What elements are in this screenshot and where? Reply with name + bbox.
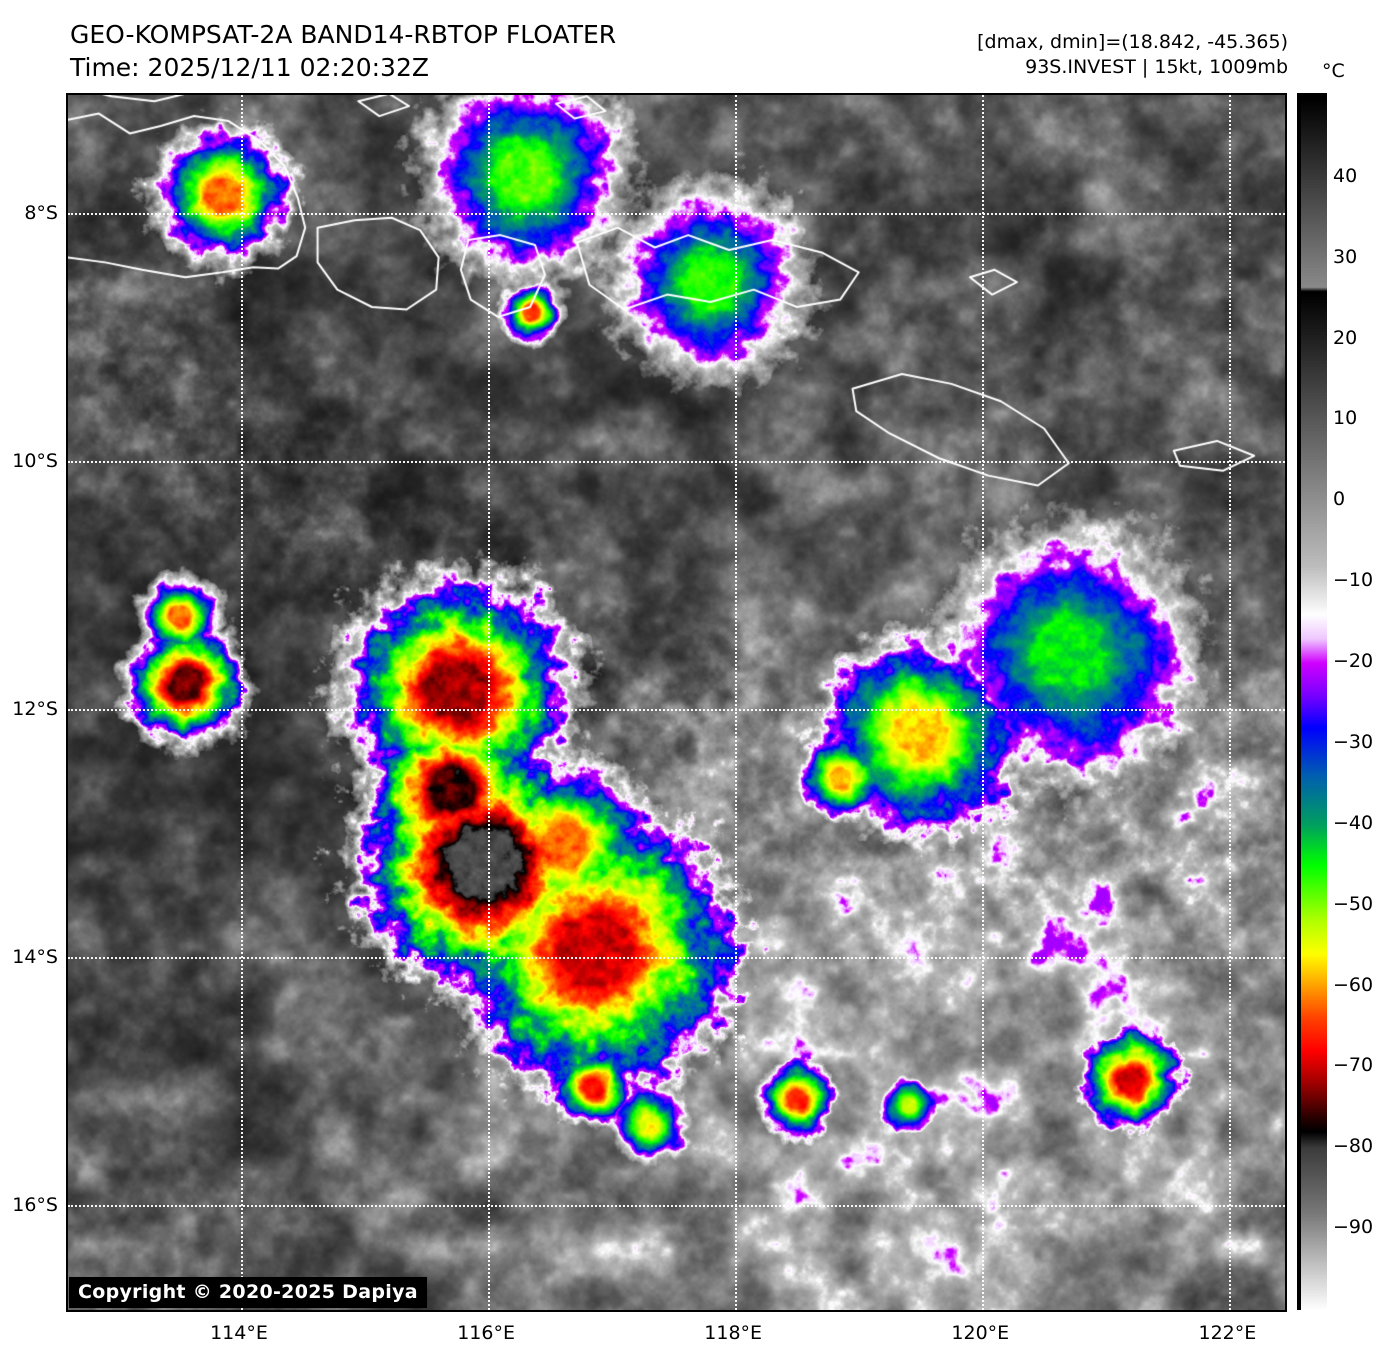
colorbar-tick-8: −40 [1333,811,1374,834]
storm-readout: 93S.INVEST | 15kt, 1009mb [1025,56,1288,78]
colorbar-tick-2: 20 [1333,326,1358,349]
lon-tick-1: 116°E [457,1322,515,1344]
lat-tick-2: 12°S [12,697,58,720]
colorbar-tick-9: −50 [1333,892,1374,915]
colorbar-tick-13: −90 [1333,1216,1374,1239]
colorbar-tick-11: −70 [1333,1054,1374,1077]
copyright-watermark: Copyright © 2020-2025 Dapiya [69,1277,427,1308]
lon-tick-3: 120°E [951,1322,1010,1344]
colorbar-tick-10: −60 [1333,973,1374,996]
timestamp: Time: 2025/12/11 02:20:32Z [70,53,429,82]
metadata-block: [dmax, dmin]=(18.842, -45.365) 93S.INVES… [977,30,1288,80]
gridline-lon-0 [240,95,243,1310]
gridline-lat-2 [68,708,1285,711]
gridline-lon-4 [1229,95,1232,1310]
colorbar-tick-5: −10 [1333,569,1374,592]
gridline-lon-3 [982,95,985,1310]
colorbar-units-label: °C [1322,60,1345,82]
colorbar-tick-12: −80 [1333,1135,1374,1158]
colorbar-tick-0: 40 [1333,164,1358,187]
gridline-lat-4 [68,1204,1285,1207]
lat-tick-0: 8°S [24,201,58,224]
lat-tick-1: 10°S [12,449,58,472]
gridline-lat-1 [68,460,1285,463]
dminmax-readout: [dmax, dmin]=(18.842, -45.365) [977,31,1288,53]
satellite-map-panel[interactable] [66,93,1287,1312]
colorbar-tick-3: 10 [1333,407,1358,430]
lat-tick-4: 16°S [12,1193,58,1216]
gridline-lat-0 [68,212,1285,215]
lat-tick-3: 14°S [12,945,58,968]
colorbar-tick-4: 0 [1333,488,1346,511]
gridline-lon-2 [735,95,738,1310]
lon-tick-0: 114°E [210,1322,268,1344]
temperature-colorbar[interactable] [1297,93,1327,1310]
lon-tick-2: 118°E [704,1322,763,1344]
colorbar-tick-1: 30 [1333,245,1358,268]
colorbar-tick-6: −20 [1333,650,1374,673]
title-block: GEO-KOMPSAT-2A BAND14-RBTOP FLOATER Time… [70,18,616,84]
gridline-lat-3 [68,956,1285,959]
colorbar-tick-7: −30 [1333,730,1374,753]
lon-tick-4: 122°E [1198,1322,1257,1344]
gridline-lon-1 [488,95,491,1310]
colorbar-gradient [1301,97,1327,1310]
page-title: GEO-KOMPSAT-2A BAND14-RBTOP FLOATER [70,20,617,49]
satellite-imagery-canvas [68,95,1285,1310]
